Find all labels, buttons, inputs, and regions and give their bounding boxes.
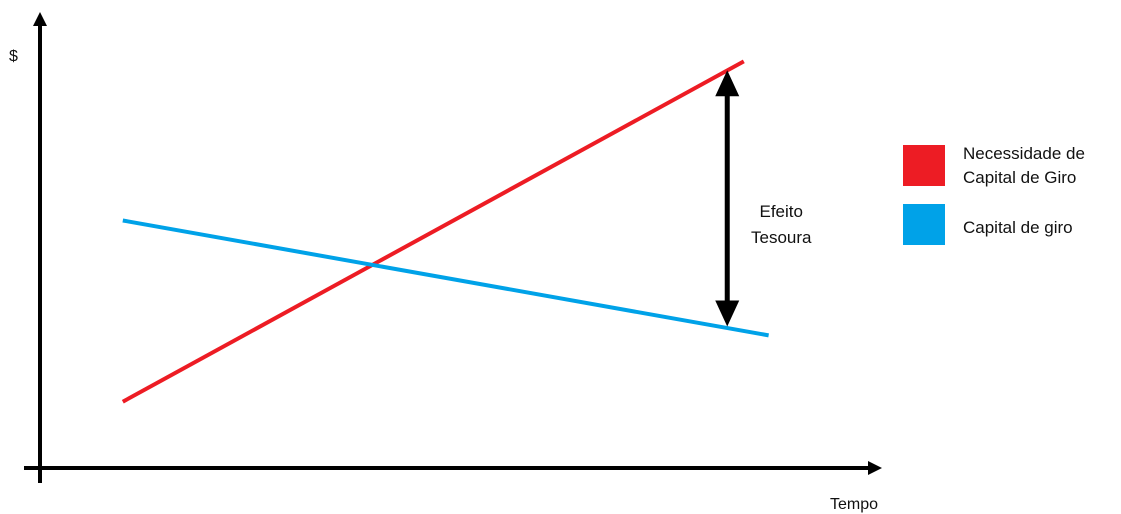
legend-swatch-2 xyxy=(903,204,945,245)
annotation-label-line-1: Efeito xyxy=(759,202,802,221)
arrow-down-icon xyxy=(715,300,740,327)
series-line-2 xyxy=(122,218,769,338)
x-axis-arrow-icon xyxy=(868,461,882,475)
legend-label-1-line-1: Necessidade de xyxy=(963,144,1085,163)
arrow-up-icon xyxy=(715,70,740,97)
legend-label-1-line-2: Capital de Giro xyxy=(963,168,1076,187)
annotation-label-line-2: Tesoura xyxy=(751,228,812,247)
y-axis-label: $ xyxy=(9,48,18,65)
x-axis-label: Tempo xyxy=(830,496,878,513)
legend-label-2-line-1: Capital de giro xyxy=(963,218,1073,237)
y-axis-arrow-icon xyxy=(33,12,47,26)
legend-swatch-1 xyxy=(903,145,945,186)
series-line-1 xyxy=(121,59,745,404)
